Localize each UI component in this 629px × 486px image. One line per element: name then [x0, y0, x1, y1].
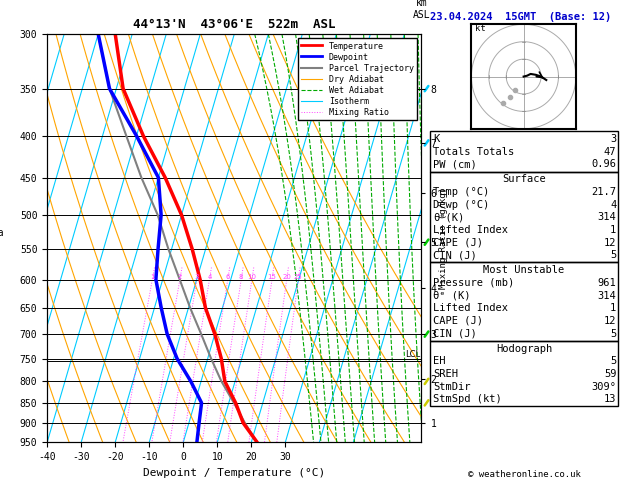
Text: CAPE (J): CAPE (J)	[433, 316, 482, 326]
Text: 59: 59	[604, 369, 616, 379]
Text: 961: 961	[598, 278, 616, 288]
Text: 309°: 309°	[591, 382, 616, 392]
Text: 10: 10	[247, 274, 257, 279]
Text: 3: 3	[610, 134, 616, 144]
Text: 6: 6	[225, 274, 230, 279]
Y-axis label: Mixing Ratio (g/kg): Mixing Ratio (g/kg)	[439, 187, 448, 289]
Text: 1: 1	[610, 225, 616, 235]
Text: CAPE (J): CAPE (J)	[433, 238, 482, 248]
Text: Pressure (mb): Pressure (mb)	[433, 278, 514, 288]
Text: 12: 12	[604, 238, 616, 248]
Text: SREH: SREH	[433, 369, 458, 379]
Text: Lifted Index: Lifted Index	[433, 303, 508, 313]
Text: θᵉ (K): θᵉ (K)	[433, 291, 470, 301]
Text: kt: kt	[475, 24, 486, 33]
Text: Hodograph: Hodograph	[496, 344, 552, 354]
Text: Totals Totals: Totals Totals	[433, 147, 514, 157]
Text: 2: 2	[177, 274, 182, 279]
Text: 314: 314	[598, 212, 616, 223]
Text: StmSpd (kt): StmSpd (kt)	[433, 394, 501, 404]
Text: CIN (J): CIN (J)	[433, 250, 477, 260]
Text: 3: 3	[194, 274, 199, 279]
Text: 4: 4	[207, 274, 211, 279]
Y-axis label: hPa: hPa	[0, 228, 4, 238]
Text: EH: EH	[433, 356, 445, 366]
Text: 314: 314	[598, 291, 616, 301]
Text: PW (cm): PW (cm)	[433, 159, 477, 170]
Text: StmDir: StmDir	[433, 382, 470, 392]
Text: 4: 4	[610, 200, 616, 210]
Text: 12: 12	[604, 316, 616, 326]
Text: 5: 5	[610, 329, 616, 339]
Text: km
ASL: km ASL	[413, 0, 430, 20]
Text: 5: 5	[610, 356, 616, 366]
Text: LCL: LCL	[405, 350, 420, 359]
Text: 47: 47	[604, 147, 616, 157]
X-axis label: Dewpoint / Temperature (°C): Dewpoint / Temperature (°C)	[143, 468, 325, 478]
Text: 1: 1	[610, 303, 616, 313]
Text: 15: 15	[267, 274, 276, 279]
Text: Surface: Surface	[502, 174, 546, 185]
Text: 21.7: 21.7	[591, 187, 616, 197]
Text: Dewp (°C): Dewp (°C)	[433, 200, 489, 210]
Text: 1: 1	[150, 274, 155, 279]
Text: © weatheronline.co.uk: © weatheronline.co.uk	[467, 469, 581, 479]
Title: 44°13'N  43°06'E  522m  ASL: 44°13'N 43°06'E 522m ASL	[133, 18, 335, 32]
Legend: Temperature, Dewpoint, Parcel Trajectory, Dry Adiabat, Wet Adiabat, Isotherm, Mi: Temperature, Dewpoint, Parcel Trajectory…	[298, 38, 417, 121]
Text: θᵉ(K): θᵉ(K)	[433, 212, 464, 223]
Text: 20: 20	[282, 274, 291, 279]
Text: Lifted Index: Lifted Index	[433, 225, 508, 235]
Text: 8: 8	[239, 274, 243, 279]
Text: 25: 25	[294, 274, 303, 279]
Text: 13: 13	[604, 394, 616, 404]
Text: 5: 5	[610, 250, 616, 260]
Text: 0.96: 0.96	[591, 159, 616, 170]
Text: 23.04.2024  15GMT  (Base: 12): 23.04.2024 15GMT (Base: 12)	[430, 12, 611, 22]
Text: Most Unstable: Most Unstable	[483, 265, 565, 276]
Text: CIN (J): CIN (J)	[433, 329, 477, 339]
Text: Temp (°C): Temp (°C)	[433, 187, 489, 197]
Text: K: K	[433, 134, 439, 144]
